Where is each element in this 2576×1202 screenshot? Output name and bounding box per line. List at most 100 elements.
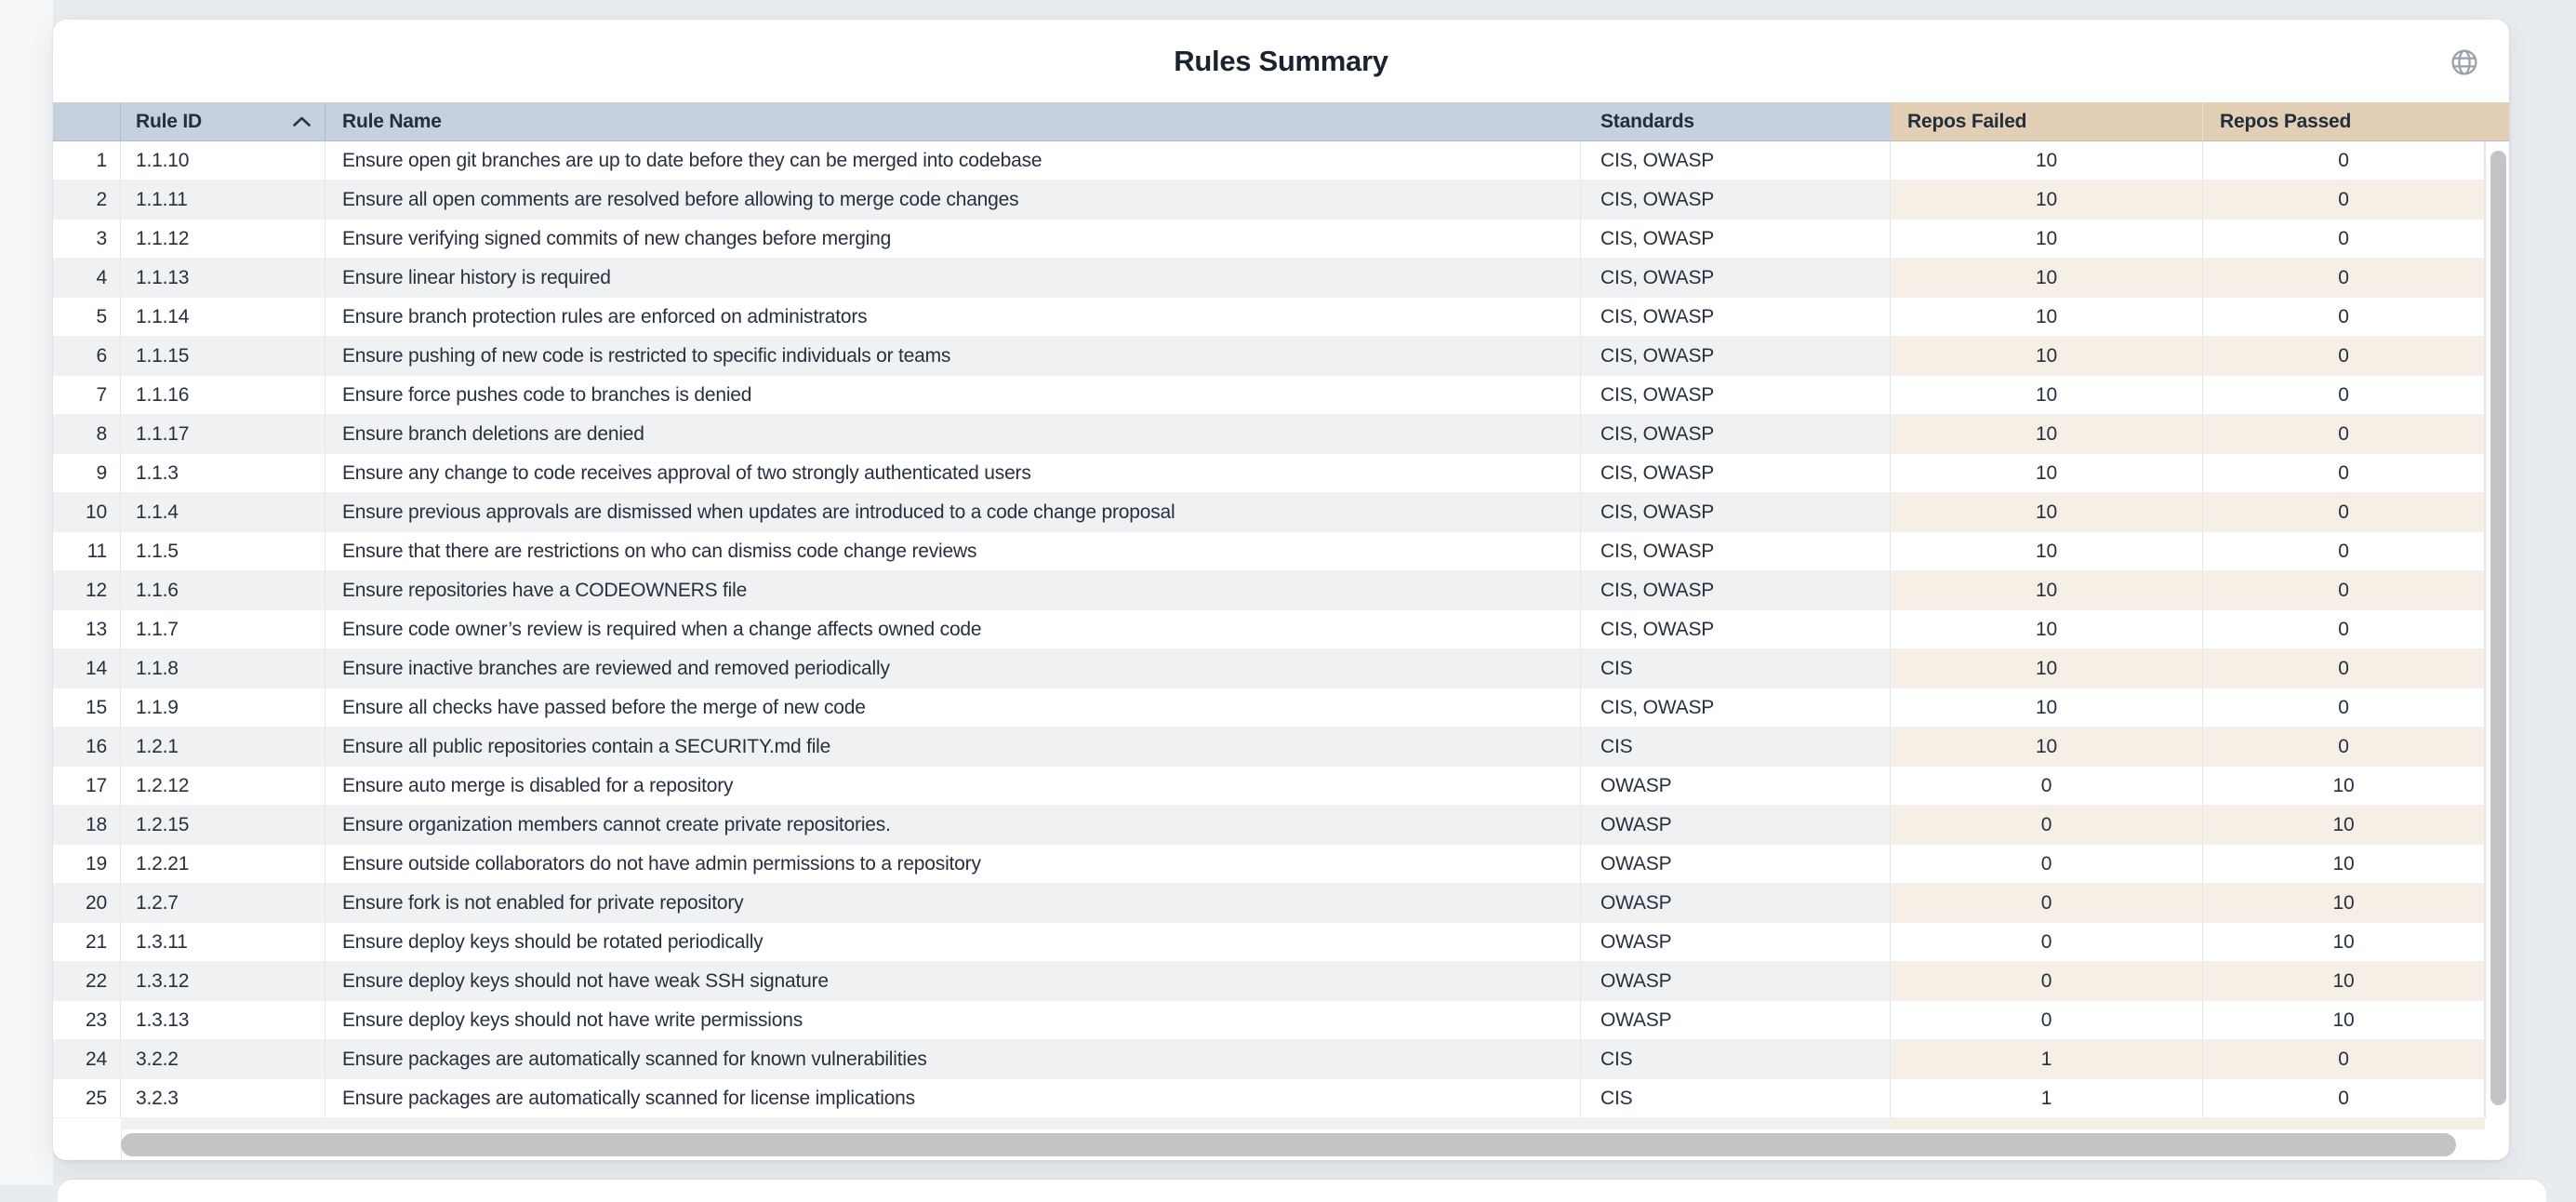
cell-repos-passed: 0 <box>2203 493 2485 532</box>
horizontal-scrollbar-thumb[interactable] <box>121 1133 2456 1156</box>
cell-row-number: 19 <box>53 845 121 884</box>
cell-standards: CIS, OWASP <box>1581 532 1891 571</box>
cell-row-number: 1 <box>53 141 121 180</box>
cell-repos-passed: 0 <box>2203 1040 2485 1079</box>
cell-rule-name: Ensure outside collaborators do not have… <box>325 845 1581 884</box>
cell-repos-passed: 0 <box>2203 571 2485 610</box>
table-row: 6 1.1.15 Ensure pushing of new code is r… <box>53 337 2509 376</box>
table-row: 2 1.1.11 Ensure all open comments are re… <box>53 180 2509 220</box>
cell-rule-id <box>121 1118 325 1129</box>
cell-repos-passed: 0 <box>2203 298 2485 337</box>
cell-rule-name: Ensure linear history is required <box>325 259 1581 298</box>
cell-standards: OWASP <box>1581 923 1891 962</box>
cell-row-number: 14 <box>53 649 121 688</box>
cell-standards: OWASP <box>1581 962 1891 1001</box>
header-rule-name[interactable]: Rule Name <box>325 102 1581 140</box>
table-row: 15 1.1.9 Ensure all checks have passed b… <box>53 688 2509 728</box>
cell-rule-id: 1.1.14 <box>121 298 325 337</box>
table-header-row: Rule ID Rule Name Standards Repos Failed… <box>53 102 2509 141</box>
cell-row-number: 20 <box>53 884 121 923</box>
table-row: 20 1.2.7 Ensure fork is not enabled for … <box>53 884 2509 923</box>
table-row: 1 1.1.10 Ensure open git branches are up… <box>53 141 2509 180</box>
cell-row-number: 16 <box>53 728 121 767</box>
cell-repos-failed: 1 <box>1891 1079 2203 1118</box>
cell-rule-id: 3.2.3 <box>121 1079 325 1118</box>
table-row: 14 1.1.8 Ensure inactive branches are re… <box>53 649 2509 688</box>
cell-repos-failed: 10 <box>1891 688 2203 728</box>
cell-standards: CIS <box>1581 1040 1891 1079</box>
cell-standards: CIS <box>1581 1079 1891 1118</box>
cell-rule-id: 1.1.6 <box>121 571 325 610</box>
cell-row-number: 17 <box>53 767 121 806</box>
cell-rule-name: Ensure any change to code receives appro… <box>325 454 1581 493</box>
header-repos-failed[interactable]: Repos Failed <box>1891 102 2203 140</box>
cell-standards: CIS <box>1581 728 1891 767</box>
cell-repos-failed: 10 <box>1891 415 2203 454</box>
cell-standards: CIS, OWASP <box>1581 141 1891 180</box>
cell-standards: CIS, OWASP <box>1581 454 1891 493</box>
cell-rule-name: Ensure auto merge is disabled for a repo… <box>325 767 1581 806</box>
table-row: 25 3.2.3 Ensure packages are automatical… <box>53 1079 2509 1118</box>
cell-standards: CIS, OWASP <box>1581 259 1891 298</box>
cell-rule-id: 1.2.1 <box>121 728 325 767</box>
header-standards[interactable]: Standards <box>1581 102 1891 140</box>
cell-repos-failed: 10 <box>1891 220 2203 259</box>
cell-repos-passed: 10 <box>2203 1001 2485 1040</box>
cell-rule-name <box>325 1118 1581 1129</box>
cell-rule-name: Ensure open git branches are up to date … <box>325 141 1581 180</box>
header-repos-passed[interactable]: Repos Passed <box>2203 102 2485 140</box>
cell-rule-id: 1.2.15 <box>121 806 325 845</box>
cell-rule-id: 3.2.2 <box>121 1040 325 1079</box>
table-row: 4 1.1.13 Ensure linear history is requir… <box>53 259 2509 298</box>
cell-repos-passed: 0 <box>2203 728 2485 767</box>
cell-repos-failed: 10 <box>1891 493 2203 532</box>
cell-rule-id: 1.1.11 <box>121 180 325 220</box>
cell-row-number: 21 <box>53 923 121 962</box>
table-body: 1 1.1.10 Ensure open git branches are up… <box>53 141 2509 1118</box>
cell-rule-id: 1.1.17 <box>121 415 325 454</box>
header-scroll-gutter <box>2485 102 2509 140</box>
cell-rule-name: Ensure that there are restrictions on wh… <box>325 532 1581 571</box>
cell-rule-name: Ensure deploy keys should be rotated per… <box>325 923 1581 962</box>
cell-repos-failed: 10 <box>1891 454 2203 493</box>
cell-repos-passed: 0 <box>2203 610 2485 649</box>
cell-row-number: 8 <box>53 415 121 454</box>
cell-repos-failed: 10 <box>1891 728 2203 767</box>
header-row-number <box>53 102 121 140</box>
cell-repos-passed: 10 <box>2203 962 2485 1001</box>
cell-standards: CIS, OWASP <box>1581 493 1891 532</box>
cell-repos-failed: 10 <box>1891 180 2203 220</box>
cell-scroll-gutter <box>2485 1118 2509 1129</box>
cell-rule-name: Ensure organization members cannot creat… <box>325 806 1581 845</box>
table-row: 11 1.1.5 Ensure that there are restricti… <box>53 532 2509 571</box>
cell-rule-id: 1.1.7 <box>121 610 325 649</box>
table-row: 21 1.3.11 Ensure deploy keys should be r… <box>53 923 2509 962</box>
cell-row-number: 11 <box>53 532 121 571</box>
globe-button[interactable] <box>2450 47 2479 77</box>
cell-repos-failed: 10 <box>1891 610 2203 649</box>
cell-repos-passed: 0 <box>2203 415 2485 454</box>
table-row: 5 1.1.14 Ensure branch protection rules … <box>53 298 2509 337</box>
cell-rule-id: 1.1.13 <box>121 259 325 298</box>
header-rule-id[interactable]: Rule ID <box>121 102 325 140</box>
cell-rule-id: 1.1.4 <box>121 493 325 532</box>
globe-icon <box>2450 49 2479 80</box>
cell-rule-id: 1.3.13 <box>121 1001 325 1040</box>
vertical-scrollbar-thumb[interactable] <box>2490 151 2506 1105</box>
cell-rule-id: 1.2.7 <box>121 884 325 923</box>
cell-rule-id: 1.2.12 <box>121 767 325 806</box>
cell-rule-name: Ensure inactive branches are reviewed an… <box>325 649 1581 688</box>
cell-repos-failed: 0 <box>1891 884 2203 923</box>
cell-row-number: 10 <box>53 493 121 532</box>
cell-repos-passed: 10 <box>2203 845 2485 884</box>
cell-repos-failed: 0 <box>1891 923 2203 962</box>
cell-rule-id: 1.1.8 <box>121 649 325 688</box>
cell-standards: OWASP <box>1581 1001 1891 1040</box>
cell-repos-failed: 0 <box>1891 962 2203 1001</box>
cell-repos-failed: 10 <box>1891 298 2203 337</box>
cell-repos-passed: 0 <box>2203 337 2485 376</box>
cell-standards: CIS, OWASP <box>1581 337 1891 376</box>
cell-rule-id: 1.1.16 <box>121 376 325 415</box>
cell-row-number: 12 <box>53 571 121 610</box>
cell-row-number: 13 <box>53 610 121 649</box>
